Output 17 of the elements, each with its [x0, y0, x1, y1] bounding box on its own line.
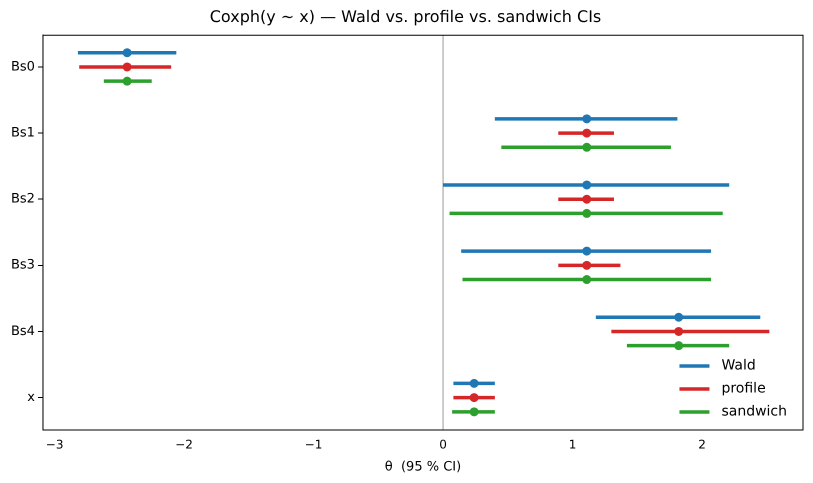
x-tick-label: −2: [175, 437, 193, 452]
x-tick-label: 0: [439, 437, 447, 452]
x-tick-label: −3: [46, 437, 64, 452]
x-tick-label: −1: [304, 437, 322, 452]
x-tick-label: 1: [568, 437, 576, 452]
x-axis-title: θ (95 % CI): [384, 460, 462, 475]
legend-label: profile: [721, 380, 766, 397]
y-tick-label: Bs0: [10, 59, 35, 74]
legend-label: Wald: [721, 358, 756, 374]
legend-label: sandwich: [721, 404, 788, 420]
y-tick-label: Bs1: [10, 125, 35, 140]
y-tick-label: Bs3: [10, 258, 35, 273]
chart-title: Coxph(y ~ x) — Wald vs. profile vs. sandwich CIs: [210, 6, 602, 26]
y-tick-label: x: [27, 390, 36, 405]
y-tick-label: Bs2: [10, 192, 35, 207]
x-tick-label: 2: [698, 437, 706, 452]
y-tick-label: Bs4: [10, 324, 35, 339]
